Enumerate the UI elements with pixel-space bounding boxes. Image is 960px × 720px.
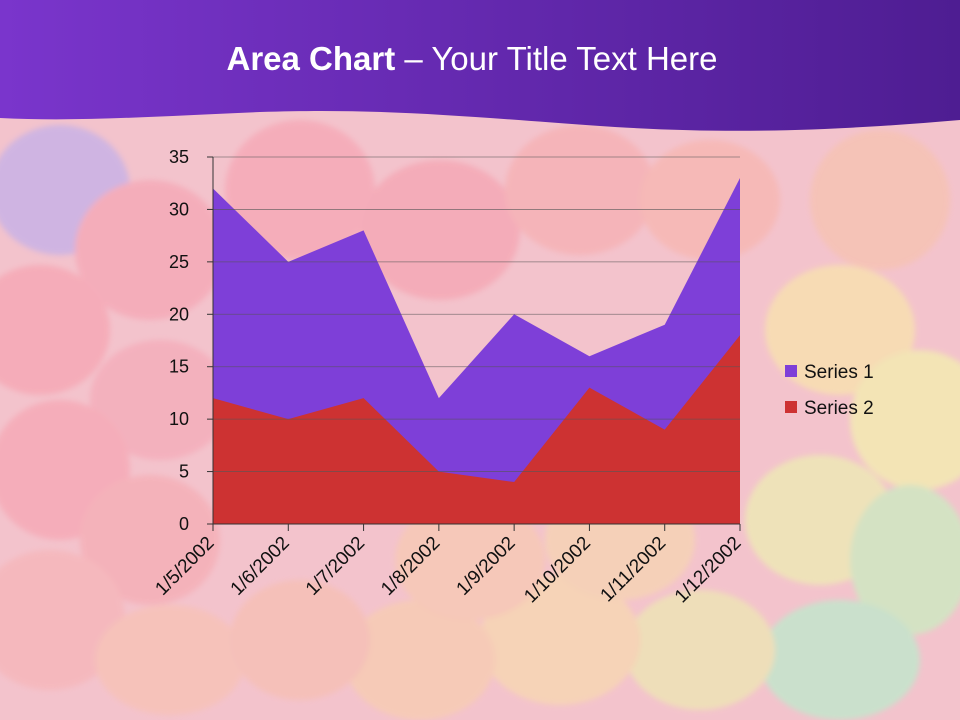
y-tick-label: 5 <box>179 462 189 482</box>
legend-label-series-2: Series 2 <box>804 398 874 419</box>
slide-title-rest: – Your Title Text Here <box>395 40 718 77</box>
x-tick-label: 1/10/2002 <box>520 533 595 608</box>
x-tick-label: 1/12/2002 <box>671 533 746 608</box>
x-tick-label: 1/7/2002 <box>302 533 369 600</box>
legend-swatch-series-1 <box>785 365 797 377</box>
x-tick-label: 1/6/2002 <box>227 533 294 600</box>
x-tick-label: 1/8/2002 <box>377 533 444 600</box>
slide-title: Area Chart – Your Title Text Here <box>0 40 944 78</box>
y-tick-label: 25 <box>169 252 189 272</box>
x-tick-label: 1/11/2002 <box>597 533 671 607</box>
grid-layer <box>213 156 740 472</box>
y-tick-label: 0 <box>179 514 189 534</box>
legend: Series 1 Series 2 <box>785 362 874 419</box>
legend-swatch-series-2 <box>785 401 797 413</box>
x-tick-label: 1/9/2002 <box>453 533 520 600</box>
series-layer <box>213 177 740 524</box>
legend-label-series-1: Series 1 <box>804 362 874 383</box>
y-tick-label: 15 <box>169 357 189 377</box>
y-tick-label: 35 <box>169 147 189 167</box>
area-series-2 <box>213 335 740 524</box>
y-tick-label: 10 <box>169 409 189 429</box>
y-tick-label: 30 <box>169 199 189 219</box>
slide-title-bold: Area Chart <box>226 40 396 77</box>
x-tick-label: 1/5/2002 <box>151 533 218 600</box>
y-tick-label: 20 <box>169 304 189 324</box>
